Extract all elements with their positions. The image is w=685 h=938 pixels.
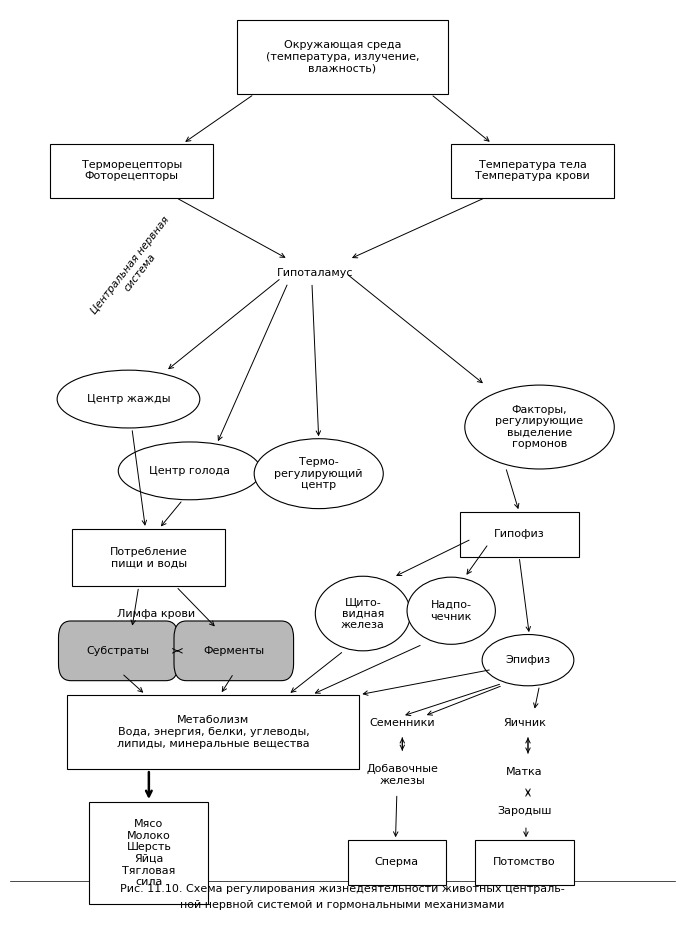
Text: Яичник: Яичник [503, 718, 546, 728]
FancyBboxPatch shape [347, 840, 446, 885]
Text: Эпифиз: Эпифиз [506, 655, 551, 665]
Ellipse shape [482, 634, 574, 686]
Text: Гипоталамус: Гипоталамус [277, 268, 353, 279]
Ellipse shape [465, 386, 614, 469]
Text: Субстраты: Субстраты [87, 646, 150, 656]
FancyBboxPatch shape [475, 840, 574, 885]
Text: Добавочные
железы: Добавочные железы [366, 764, 438, 786]
Text: ной нервной системой и гормональными механизмами: ной нервной системой и гормональными мех… [180, 900, 505, 911]
Text: Рис. 11.10. Схема регулирования жизнедеятельности животных централь-: Рис. 11.10. Схема регулирования жизнедея… [120, 884, 565, 894]
Text: Потребление
пищи и воды: Потребление пищи и воды [110, 547, 188, 568]
Text: Центральная нервная
система: Центральная нервная система [90, 214, 181, 323]
Text: Температура тела
Температура крови: Температура тела Температура крови [475, 159, 590, 181]
Text: Зародыш: Зародыш [497, 806, 552, 816]
Ellipse shape [407, 577, 495, 644]
Text: Матка: Матка [506, 767, 543, 777]
Text: Факторы,
регулирующие
выделение
гормонов: Факторы, регулирующие выделение гормонов [495, 404, 584, 449]
Text: Надпо-
чечник: Надпо- чечник [431, 600, 472, 622]
Text: Термо-
регулирующий
центр: Термо- регулирующий центр [275, 457, 363, 491]
FancyBboxPatch shape [174, 621, 294, 681]
FancyBboxPatch shape [58, 621, 178, 681]
FancyBboxPatch shape [67, 695, 360, 769]
Ellipse shape [315, 576, 410, 651]
Text: Ферменты: Ферменты [203, 646, 264, 656]
Text: Метаболизм
Вода, энергия, белки, углеводы,
липиды, минеральные вещества: Метаболизм Вода, энергия, белки, углевод… [117, 716, 310, 749]
Text: Семенники: Семенники [369, 718, 435, 728]
Text: Потомство: Потомство [493, 857, 556, 868]
FancyBboxPatch shape [90, 802, 208, 904]
FancyBboxPatch shape [460, 512, 579, 556]
FancyBboxPatch shape [50, 144, 214, 198]
Text: Терморецепторы
Фоторецепторы: Терморецепторы Фоторецепторы [82, 159, 182, 181]
Ellipse shape [119, 442, 261, 500]
Ellipse shape [57, 371, 200, 428]
FancyBboxPatch shape [73, 529, 225, 586]
Text: Лимфа крови: Лимфа крови [116, 609, 195, 618]
Text: Сперма: Сперма [375, 857, 419, 868]
Text: Щито-
видная
железа: Щито- видная железа [341, 597, 385, 630]
Text: Окружающая среда
(температура, излучение,
влажность): Окружающая среда (температура, излучение… [266, 40, 419, 73]
FancyBboxPatch shape [237, 20, 448, 94]
Text: Гипофиз: Гипофиз [494, 529, 545, 539]
FancyBboxPatch shape [451, 144, 614, 198]
Ellipse shape [254, 439, 384, 508]
Text: Мясо
Молоко
Шерсть
Яйца
Тягловая
сила: Мясо Молоко Шерсть Яйца Тягловая сила [122, 819, 175, 887]
Text: Центр голода: Центр голода [149, 466, 230, 476]
Text: Центр жажды: Центр жажды [87, 394, 171, 404]
